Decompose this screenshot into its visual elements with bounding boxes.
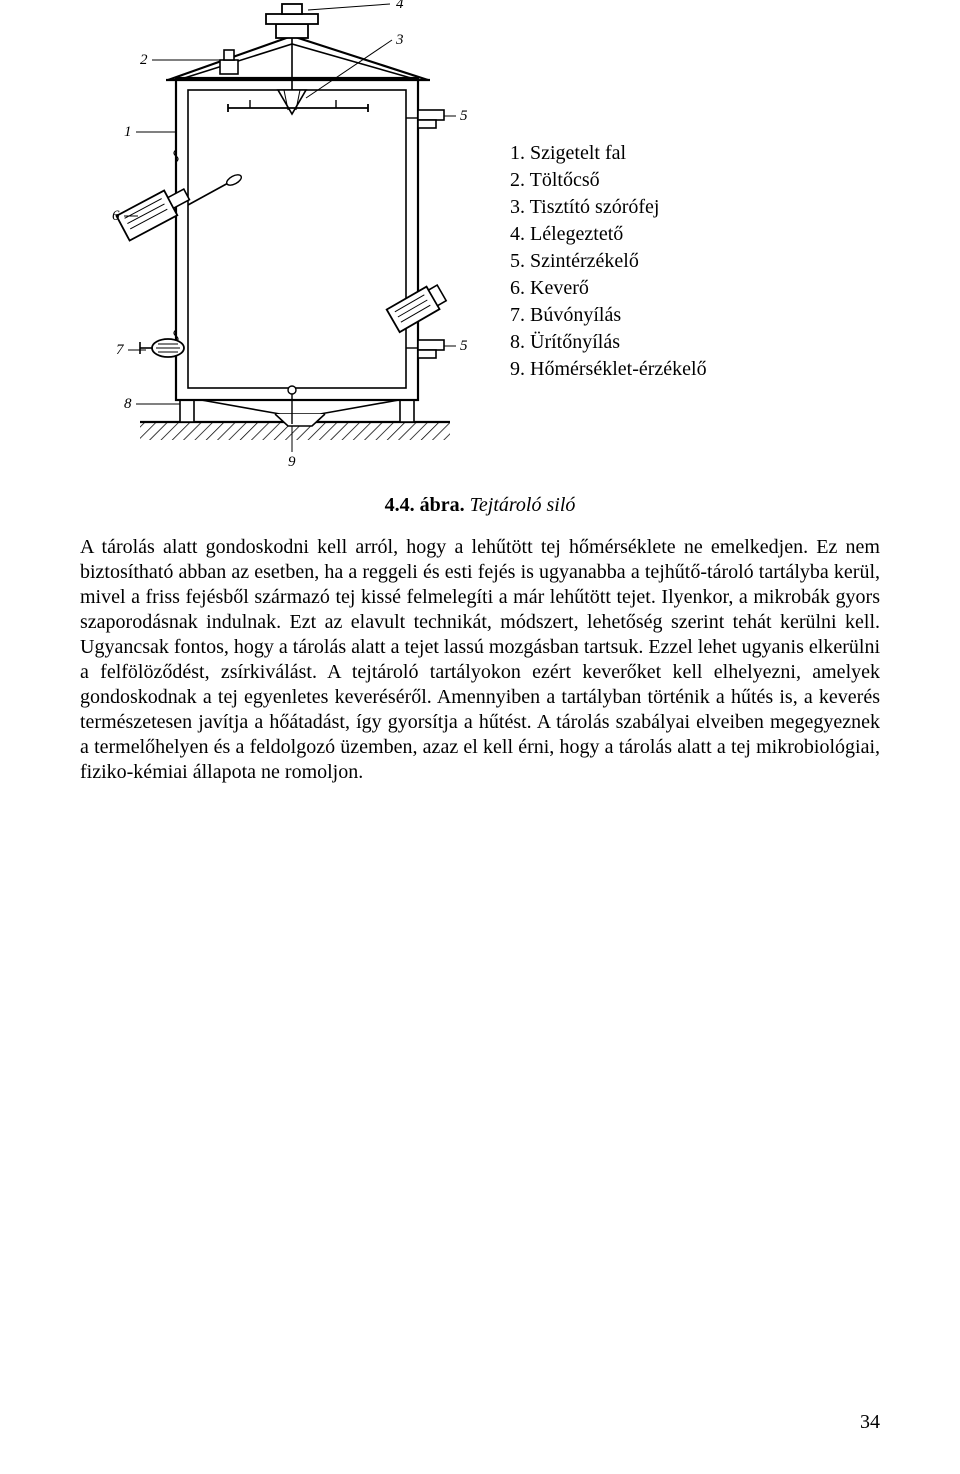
legend-label: Lélegeztető (530, 223, 623, 245)
legend-item: 9. Hőmérséklet-érzékelő (510, 356, 707, 383)
legend-label: Keverő (530, 277, 589, 299)
legend: 1. Szigetelt fal 2. Töltőcső 3. Tisztító… (510, 0, 707, 383)
callout-2: 2 (140, 52, 148, 68)
legend-number: 7. (510, 304, 525, 326)
caption-label: 4.4. ábra. (385, 494, 465, 516)
legend-label: Ürítőnyílás (530, 331, 620, 353)
legend-item: 1. Szigetelt fal (510, 140, 707, 167)
legend-label: Hőmérséklet-érzékelő (530, 358, 707, 380)
legend-label: Szintérzékelő (530, 250, 639, 272)
legend-label: Szigetelt fal (530, 142, 626, 164)
legend-label: Töltőcső (530, 169, 600, 191)
silo-diagram-svg: 4 3 2 1 5 5 6 7 8 9 (80, 0, 470, 470)
legend-number: 9. (510, 358, 525, 380)
legend-item: 7. Búvónyílás (510, 302, 707, 329)
callout-7: 7 (116, 342, 125, 358)
silo-diagram: 4 3 2 1 5 5 6 7 8 9 (80, 0, 470, 470)
legend-item: 3. Tisztító szórófej (510, 194, 707, 221)
legend-item: 4. Lélegeztető (510, 221, 707, 248)
legend-number: 1. (510, 142, 525, 164)
legend-label: Búvónyílás (530, 304, 621, 326)
callout-1: 1 (124, 124, 132, 140)
callout-9: 9 (288, 454, 296, 470)
callout-8: 8 (124, 396, 132, 412)
legend-number: 3. (510, 196, 525, 218)
callout-5-top: 5 (460, 108, 468, 124)
legend-number: 6. (510, 277, 525, 299)
legend-item: 8. Ürítőnyílás (510, 329, 707, 356)
legend-item: 2. Töltőcső (510, 167, 707, 194)
legend-number: 5. (510, 250, 525, 272)
legend-item: 6. Keverő (510, 275, 707, 302)
figure-caption: 4.4. ábra. Tejtároló siló (80, 494, 880, 517)
legend-number: 8. (510, 331, 525, 353)
callout-5-bottom: 5 (460, 338, 468, 354)
caption-title: Tejtároló siló (470, 494, 576, 516)
callout-3: 3 (395, 32, 404, 48)
legend-number: 4. (510, 223, 525, 245)
legend-number: 2. (510, 169, 525, 191)
callout-4: 4 (396, 0, 404, 12)
body-paragraph: A tárolás alatt gondoskodni kell arról, … (80, 535, 880, 785)
legend-label: Tisztító szórófej (530, 196, 660, 218)
legend-item: 5. Szintérzékelő (510, 248, 707, 275)
callout-6: 6 (112, 208, 120, 224)
page-number: 34 (860, 1411, 880, 1434)
top-section: 4 3 2 1 5 5 6 7 8 9 1. Szigetelt fal 2. … (80, 0, 880, 470)
